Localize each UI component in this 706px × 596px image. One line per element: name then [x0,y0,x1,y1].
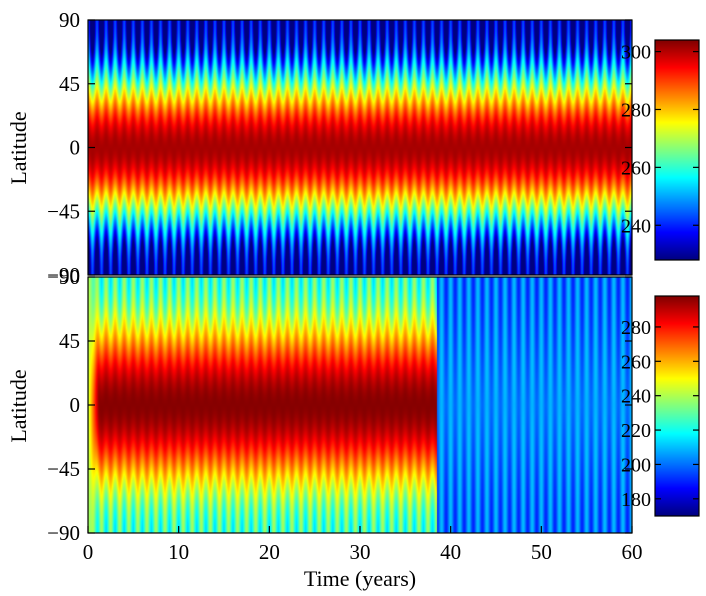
bottom-ylabel: Latitude [6,369,31,442]
x-tick-label: 20 [259,540,280,564]
colorbar-tick-label: 260 [621,157,651,179]
x-tick-label: 50 [531,540,552,564]
top-ylabel: Latitude [6,111,31,184]
y-tick-label: −45 [47,457,80,481]
top-panel: 90 45 0 −45 −90 Latitude 300 280 260 240 [6,8,700,287]
bottom-colorbar [655,296,699,516]
colorbar-tick-label: 220 [621,420,651,442]
x-tick-label: 60 [622,540,643,564]
top-colorbar [655,40,699,260]
y-tick-label: −90 [47,263,80,287]
y-tick-label: 45 [59,72,80,96]
y-tick-label: 90 [59,8,80,32]
colorbar-tick-label: 240 [621,215,651,237]
bottom-heatmap [88,277,632,533]
y-tick-label: −45 [47,199,80,223]
colorbar-tick-label: 280 [621,99,651,121]
x-tick-label: 40 [440,540,461,564]
y-tick-label: 0 [70,136,81,160]
colorbar-tick-label: 200 [621,454,651,476]
top-colorbar-frame [654,39,700,261]
bottom-colorbar-frame [654,295,700,517]
y-tick-label: 45 [59,329,80,353]
top-heatmap [88,20,632,275]
top-colorbar-ticks: 300 280 260 240 [621,42,699,237]
colorbar-tick-label: 260 [621,351,651,373]
colorbar-tick-label: 180 [621,489,651,511]
colorbar-tick-label: 240 [621,386,651,408]
x-tick-label: 10 [168,540,189,564]
y-tick-label: 0 [70,393,81,417]
colorbar-tick-label: 280 [621,317,651,339]
colorbar-tick-label: 300 [621,42,651,64]
bottom-xlabel: Time (years) [304,566,416,591]
x-tick-label: 0 [83,540,94,564]
y-tick-label: −90 [47,265,80,289]
x-tick-label: 30 [350,540,371,564]
bottom-colorbar-ticks: 280 260 240 220 200 180 [621,317,699,511]
y-tick-label: −90 [47,521,80,545]
top-axis-ticks: 90 45 0 −45 −90 [47,8,632,287]
